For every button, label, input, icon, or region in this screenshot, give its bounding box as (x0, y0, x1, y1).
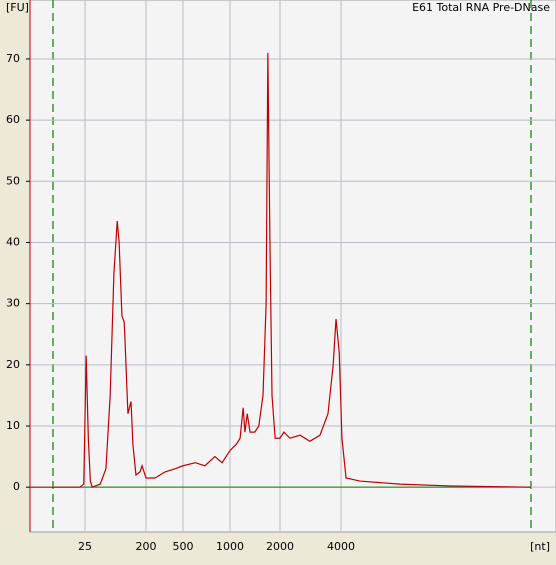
y-tick-label: 40 (6, 235, 20, 248)
x-tick-label: 4000 (327, 540, 355, 553)
y-tick-label: 20 (6, 358, 20, 371)
y-tick-label: 0 (13, 480, 20, 493)
chart-title: E61 Total RNA Pre-DNase (412, 1, 550, 14)
x-tick-label: 500 (173, 540, 194, 553)
y-axis-label: [FU] (6, 1, 29, 14)
x-tick-label: 1000 (216, 540, 244, 553)
x-tick-label: 200 (136, 540, 157, 553)
y-tick-label: 50 (6, 174, 20, 187)
y-tick-label: 30 (6, 297, 20, 310)
y-tick-label: 10 (6, 419, 20, 432)
x-axis-label: [nt] (530, 540, 550, 553)
x-tick-label: 2000 (266, 540, 294, 553)
plot-area (29, 0, 556, 533)
y-tick-label: 60 (6, 113, 20, 126)
y-tick-label: 70 (6, 52, 20, 65)
x-tick-label: 25 (78, 540, 92, 553)
trace (30, 52, 532, 488)
